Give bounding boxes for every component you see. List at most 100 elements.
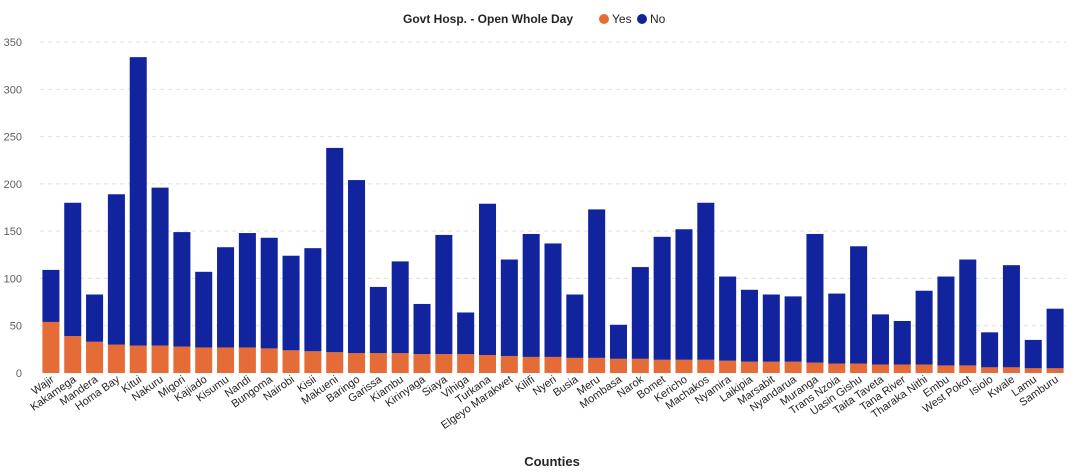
- bar-no[interactable]: [129, 57, 147, 346]
- bar-no[interactable]: [86, 294, 104, 342]
- bar-yes[interactable]: [86, 341, 104, 373]
- bar-no[interactable]: [413, 303, 431, 355]
- bar-no[interactable]: [653, 236, 671, 360]
- bar-no[interactable]: [173, 232, 191, 347]
- bar-no[interactable]: [719, 276, 737, 361]
- bar-yes[interactable]: [719, 360, 737, 373]
- bar-yes[interactable]: [544, 356, 562, 373]
- bar-no[interactable]: [107, 194, 125, 345]
- bar-no[interactable]: [238, 233, 256, 348]
- bar-no[interactable]: [981, 332, 999, 368]
- bar-yes[interactable]: [588, 357, 606, 373]
- bar-no[interactable]: [1046, 308, 1064, 369]
- bar-no[interactable]: [478, 203, 497, 356]
- bar-yes[interactable]: [195, 347, 213, 373]
- bar-no[interactable]: [500, 259, 518, 356]
- bar-no[interactable]: [762, 294, 780, 362]
- bar-yes[interactable]: [326, 352, 344, 373]
- bar-no[interactable]: [544, 243, 562, 357]
- bar-yes[interactable]: [435, 354, 453, 373]
- bar-yes[interactable]: [522, 356, 540, 373]
- bar-no[interactable]: [217, 247, 235, 348]
- bar-no[interactable]: [850, 246, 868, 364]
- bar-yes[interactable]: [173, 346, 191, 373]
- bar-yes[interactable]: [391, 353, 409, 373]
- bar-no[interactable]: [64, 202, 82, 337]
- bar-yes[interactable]: [893, 364, 911, 373]
- bar-yes[interactable]: [915, 364, 933, 373]
- y-tick-label: 100: [4, 273, 22, 285]
- bar-yes[interactable]: [566, 357, 584, 373]
- bar-no[interactable]: [893, 320, 911, 365]
- bar-yes[interactable]: [217, 347, 235, 373]
- bar-no[interactable]: [369, 286, 387, 354]
- bar-no[interactable]: [609, 324, 628, 359]
- bar-yes[interactable]: [1024, 368, 1042, 373]
- bar-no[interactable]: [42, 269, 60, 322]
- bar-yes[interactable]: [64, 336, 82, 373]
- bar-yes[interactable]: [282, 350, 300, 373]
- bar-yes[interactable]: [369, 353, 387, 373]
- bar-no[interactable]: [697, 202, 715, 360]
- bar-yes[interactable]: [304, 351, 322, 373]
- bar-yes[interactable]: [850, 363, 868, 373]
- bar-no[interactable]: [631, 267, 649, 359]
- bar-yes[interactable]: [500, 355, 518, 373]
- bar-no[interactable]: [522, 233, 540, 357]
- bar-yes[interactable]: [413, 354, 431, 373]
- bar-no[interactable]: [806, 233, 824, 363]
- bar-no[interactable]: [959, 259, 977, 366]
- bar-no[interactable]: [915, 290, 933, 365]
- bar-no[interactable]: [348, 180, 366, 354]
- bar-yes[interactable]: [1002, 367, 1020, 373]
- bar-no[interactable]: [566, 294, 584, 358]
- bar-yes[interactable]: [348, 353, 366, 373]
- bar-yes[interactable]: [981, 367, 999, 373]
- bar-no[interactable]: [1002, 265, 1020, 368]
- bar-yes[interactable]: [959, 365, 977, 373]
- bar-no[interactable]: [937, 276, 955, 366]
- bar-no[interactable]: [260, 237, 278, 349]
- bar-yes[interactable]: [151, 345, 169, 373]
- bar-yes[interactable]: [631, 358, 649, 373]
- bar-yes[interactable]: [653, 359, 671, 373]
- bar-no[interactable]: [457, 312, 475, 355]
- bar-no[interactable]: [588, 209, 606, 358]
- bar-yes[interactable]: [260, 348, 278, 373]
- bar-no[interactable]: [326, 147, 344, 353]
- bar-yes[interactable]: [937, 365, 955, 373]
- bar-yes[interactable]: [238, 347, 256, 373]
- bar-no[interactable]: [1024, 339, 1042, 369]
- bar-no[interactable]: [304, 248, 322, 352]
- bar-no[interactable]: [784, 296, 802, 362]
- legend-label-no[interactable]: No: [650, 12, 666, 26]
- bar-yes[interactable]: [871, 364, 889, 373]
- bar-yes[interactable]: [784, 361, 802, 373]
- bar-no[interactable]: [151, 187, 169, 346]
- bar-no[interactable]: [435, 234, 453, 355]
- y-tick-label: 250: [4, 132, 22, 144]
- legend-label-yes[interactable]: Yes: [612, 12, 632, 26]
- bar-yes[interactable]: [806, 362, 824, 373]
- bar-no[interactable]: [828, 293, 846, 364]
- bar-no[interactable]: [282, 255, 300, 351]
- bar-yes[interactable]: [129, 345, 147, 373]
- bar-yes[interactable]: [740, 361, 758, 373]
- bar-no[interactable]: [391, 261, 409, 354]
- legend[interactable]: Govt Hosp. - Open Whole Day Yes No: [403, 12, 666, 26]
- bar-no[interactable]: [740, 289, 758, 362]
- y-tick-label: 350: [4, 37, 22, 49]
- bar-yes[interactable]: [762, 361, 780, 373]
- bar-yes[interactable]: [42, 321, 60, 373]
- bar-yes[interactable]: [609, 358, 628, 373]
- bar-yes[interactable]: [107, 344, 125, 373]
- bar-no[interactable]: [871, 314, 889, 365]
- bar-no[interactable]: [195, 271, 213, 348]
- bar-yes[interactable]: [478, 355, 497, 373]
- bar-yes[interactable]: [697, 359, 715, 373]
- bar-yes[interactable]: [675, 359, 693, 373]
- bar-yes[interactable]: [828, 363, 846, 373]
- bar-yes[interactable]: [457, 354, 475, 373]
- bar-yes[interactable]: [1046, 368, 1064, 373]
- bar-no[interactable]: [675, 229, 693, 360]
